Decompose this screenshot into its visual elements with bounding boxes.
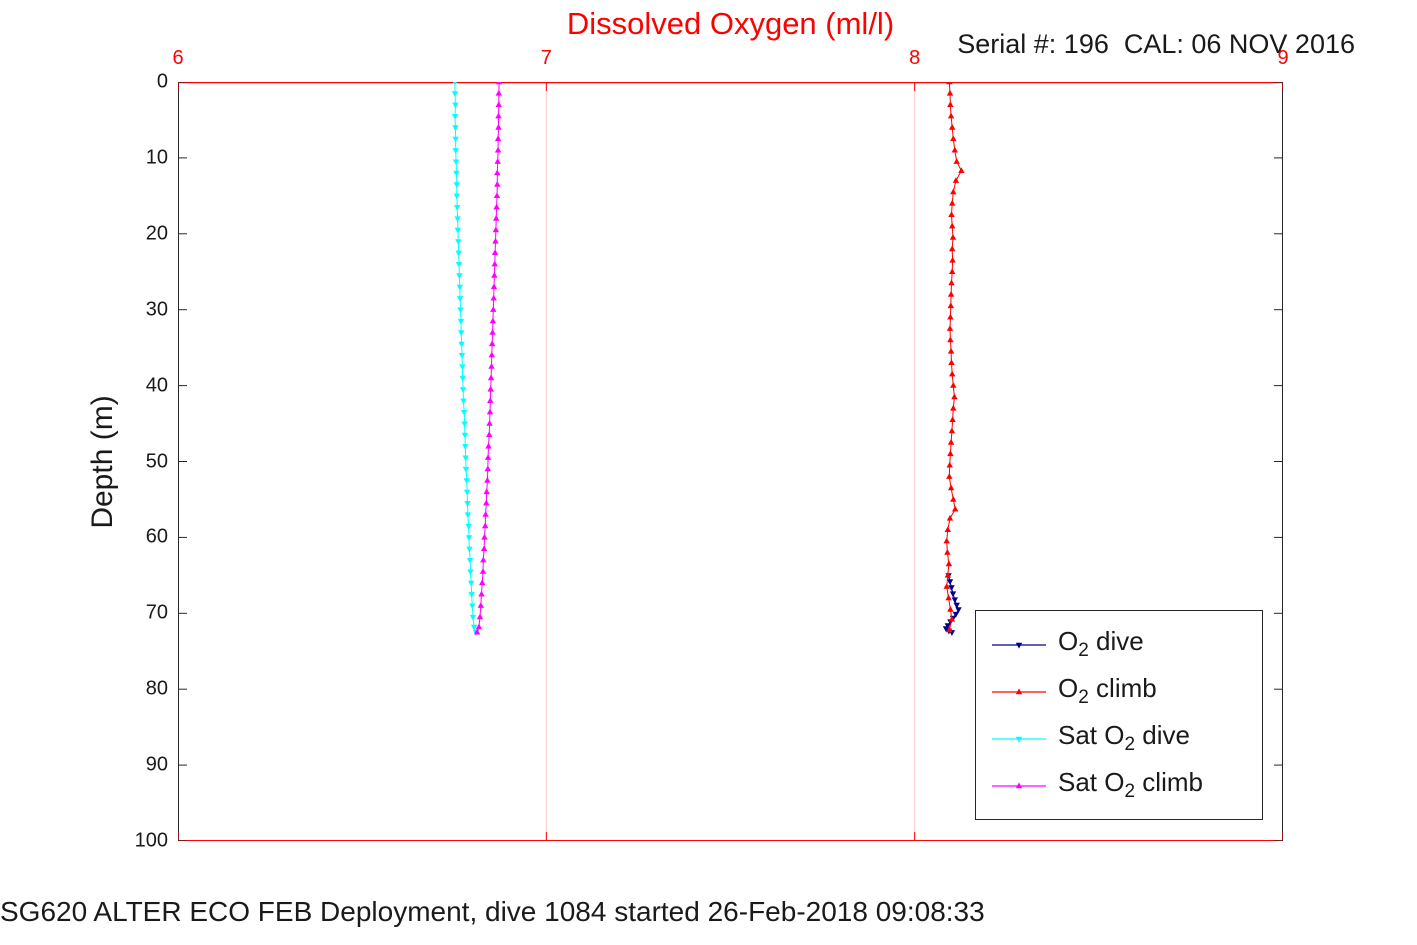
legend-item-sat-o2-dive: Sat O2 dive bbox=[990, 715, 1248, 762]
serial-calibration-label: Serial #: 196 CAL: 06 NOV 2016 bbox=[957, 29, 1355, 59]
legend-swatch-sat-o2-dive bbox=[992, 736, 1046, 743]
x-tick-label: 8 bbox=[909, 47, 921, 69]
y-tick-label: 40 bbox=[145, 374, 168, 397]
plot-title: Dissolved Oxygen (ml/l) bbox=[566, 6, 895, 41]
legend-label-sat-o2-climb: Sat O2 climb bbox=[1058, 767, 1203, 803]
legend-item-o2-climb: O2 climb bbox=[990, 668, 1248, 715]
y-tick-label: 70 bbox=[145, 601, 168, 624]
y-tick-label: 60 bbox=[145, 525, 168, 548]
y-tick-label: 0 bbox=[156, 70, 168, 93]
x-tick-label: 7 bbox=[540, 47, 552, 69]
legend-label-sat-o2-dive: Sat O2 dive bbox=[1058, 720, 1190, 756]
legend-label-o2-climb: O2 climb bbox=[1058, 673, 1157, 709]
legend-swatch-o2-climb bbox=[992, 687, 1046, 694]
legend-item-sat-o2-climb: Sat O2 climb bbox=[990, 762, 1248, 809]
y-tick-label: 10 bbox=[145, 146, 168, 169]
y-tick-label: 30 bbox=[145, 298, 168, 321]
y-tick-label: 90 bbox=[145, 753, 168, 776]
plot-area bbox=[178, 82, 1283, 841]
x-tick-label: 9 bbox=[1277, 47, 1289, 69]
plot-svg bbox=[178, 82, 1283, 841]
y-tick-label: 80 bbox=[145, 677, 168, 700]
legend-item-o2-dive: O2 dive bbox=[990, 621, 1248, 668]
y-tick-label: 50 bbox=[145, 450, 168, 472]
legend-swatch-o2-dive bbox=[992, 642, 1046, 649]
deployment-caption: SG620 ALTER ECO FEB Deployment, dive 108… bbox=[0, 896, 985, 927]
legend: O2 dive O2 climb Sat O2 dive Sat O2 clim… bbox=[975, 610, 1263, 820]
y-tick-label: 20 bbox=[145, 222, 168, 245]
legend-swatch-sat-o2-climb bbox=[992, 781, 1046, 788]
x-tick-label: 6 bbox=[172, 47, 184, 69]
y-tick-label: 100 bbox=[134, 829, 168, 852]
legend-label-o2-dive: O2 dive bbox=[1058, 626, 1144, 662]
